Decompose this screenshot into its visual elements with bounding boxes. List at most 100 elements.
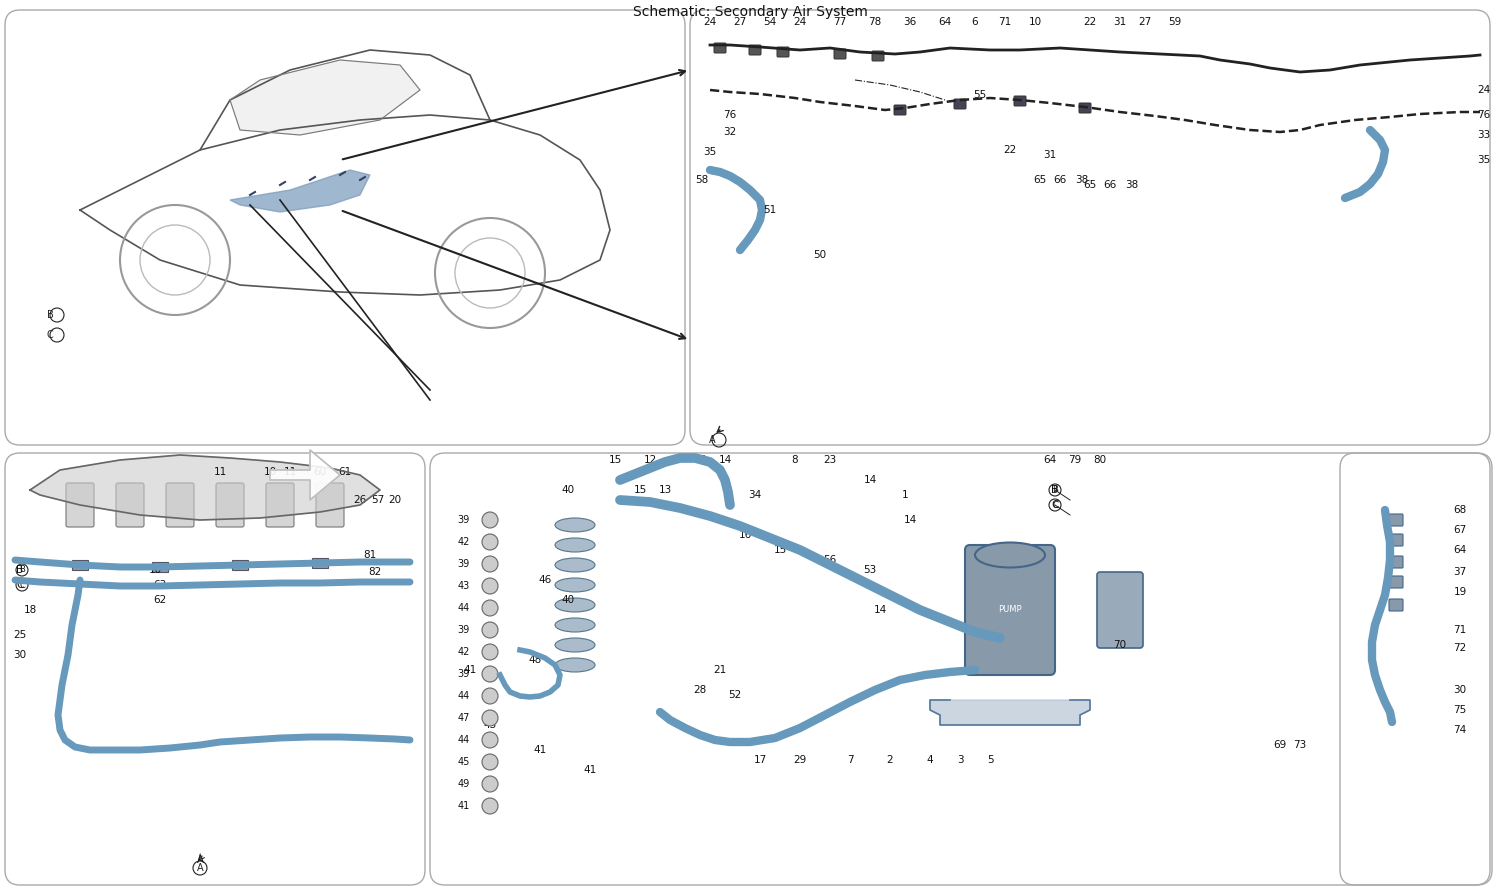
- Text: 50: 50: [813, 250, 826, 260]
- Text: 5: 5: [987, 755, 993, 765]
- FancyBboxPatch shape: [1389, 599, 1402, 611]
- FancyBboxPatch shape: [166, 483, 194, 527]
- Text: 38: 38: [1076, 175, 1089, 185]
- Ellipse shape: [555, 658, 596, 672]
- Text: 3: 3: [957, 755, 963, 765]
- Text: B: B: [46, 310, 54, 320]
- Text: 53: 53: [864, 565, 876, 575]
- Text: C: C: [1052, 500, 1058, 509]
- Text: 39: 39: [458, 669, 470, 679]
- Text: 13: 13: [658, 485, 672, 495]
- FancyBboxPatch shape: [834, 49, 846, 59]
- Polygon shape: [270, 450, 340, 500]
- Text: 10: 10: [148, 565, 162, 575]
- FancyBboxPatch shape: [116, 483, 144, 527]
- Text: C: C: [20, 580, 26, 589]
- Text: 4: 4: [927, 755, 933, 765]
- Text: 73: 73: [1293, 740, 1306, 750]
- Text: 11: 11: [213, 467, 226, 477]
- FancyBboxPatch shape: [954, 99, 966, 109]
- Text: 44: 44: [458, 691, 470, 701]
- Text: 22: 22: [1083, 17, 1096, 27]
- Text: 33: 33: [1476, 130, 1490, 140]
- Text: 69: 69: [1274, 740, 1287, 750]
- Text: 10: 10: [1029, 17, 1041, 27]
- Text: 10: 10: [264, 467, 276, 477]
- Text: C: C: [1052, 500, 1059, 510]
- Polygon shape: [230, 60, 420, 135]
- Text: 27: 27: [734, 17, 747, 27]
- Circle shape: [482, 512, 498, 528]
- Text: 77: 77: [834, 17, 846, 27]
- Text: 14: 14: [864, 475, 876, 485]
- Text: 15: 15: [633, 485, 646, 495]
- Text: 15: 15: [693, 455, 706, 465]
- Text: 59: 59: [1168, 17, 1182, 27]
- Text: 1: 1: [902, 490, 909, 500]
- Text: 76: 76: [1476, 110, 1490, 120]
- Text: 67: 67: [1454, 525, 1467, 535]
- Text: 78: 78: [868, 17, 882, 27]
- Text: 41: 41: [458, 801, 470, 811]
- Text: 19: 19: [1454, 587, 1467, 597]
- Text: 28: 28: [693, 685, 706, 695]
- Text: 2: 2: [886, 755, 894, 765]
- Text: 17: 17: [753, 755, 766, 765]
- FancyBboxPatch shape: [72, 560, 88, 570]
- Text: 40: 40: [561, 485, 574, 495]
- Ellipse shape: [555, 538, 596, 552]
- Text: 64: 64: [939, 17, 951, 27]
- FancyBboxPatch shape: [714, 43, 726, 53]
- Circle shape: [482, 644, 498, 660]
- FancyBboxPatch shape: [1096, 572, 1143, 648]
- Text: 52: 52: [729, 690, 741, 700]
- Text: 46: 46: [538, 575, 552, 585]
- Text: 38: 38: [1125, 180, 1138, 190]
- Text: 55: 55: [974, 90, 987, 100]
- FancyBboxPatch shape: [1389, 514, 1402, 526]
- FancyBboxPatch shape: [748, 45, 760, 55]
- Text: 60: 60: [314, 467, 327, 477]
- Text: PUMP: PUMP: [998, 605, 1022, 614]
- Text: 8: 8: [792, 455, 798, 465]
- Text: 24: 24: [704, 17, 717, 27]
- FancyBboxPatch shape: [152, 562, 168, 572]
- Ellipse shape: [555, 618, 596, 632]
- Text: 35: 35: [704, 147, 717, 157]
- Text: 65: 65: [1083, 180, 1096, 190]
- FancyBboxPatch shape: [871, 51, 883, 61]
- Circle shape: [482, 556, 498, 572]
- Text: 11: 11: [284, 467, 297, 477]
- Text: 18: 18: [24, 605, 36, 615]
- Text: 58: 58: [696, 175, 708, 185]
- Text: 57: 57: [372, 495, 384, 505]
- FancyBboxPatch shape: [266, 483, 294, 527]
- Circle shape: [482, 688, 498, 704]
- Text: Schematic: Secondary Air System: Schematic: Secondary Air System: [633, 5, 867, 19]
- Text: 30: 30: [1454, 685, 1467, 695]
- Text: 21: 21: [714, 665, 726, 675]
- Text: 34: 34: [748, 490, 762, 500]
- FancyBboxPatch shape: [216, 483, 244, 527]
- Text: 42: 42: [458, 647, 470, 657]
- Text: 51: 51: [764, 205, 777, 215]
- FancyBboxPatch shape: [316, 483, 344, 527]
- Text: 7: 7: [846, 755, 853, 765]
- Circle shape: [482, 754, 498, 770]
- Text: 44: 44: [458, 735, 470, 745]
- Polygon shape: [30, 455, 380, 520]
- Text: 29: 29: [794, 755, 807, 765]
- FancyBboxPatch shape: [1389, 556, 1402, 568]
- Ellipse shape: [555, 578, 596, 592]
- Ellipse shape: [555, 558, 596, 572]
- Text: 36: 36: [903, 17, 916, 27]
- Text: 6: 6: [972, 17, 978, 27]
- Text: 31: 31: [1044, 150, 1056, 160]
- Text: B: B: [20, 565, 26, 575]
- Text: 40: 40: [561, 595, 574, 605]
- Text: 35: 35: [1476, 155, 1490, 165]
- Text: 61: 61: [339, 467, 351, 477]
- Text: 24: 24: [1476, 85, 1490, 95]
- Text: 41: 41: [534, 745, 546, 755]
- FancyBboxPatch shape: [1014, 96, 1026, 106]
